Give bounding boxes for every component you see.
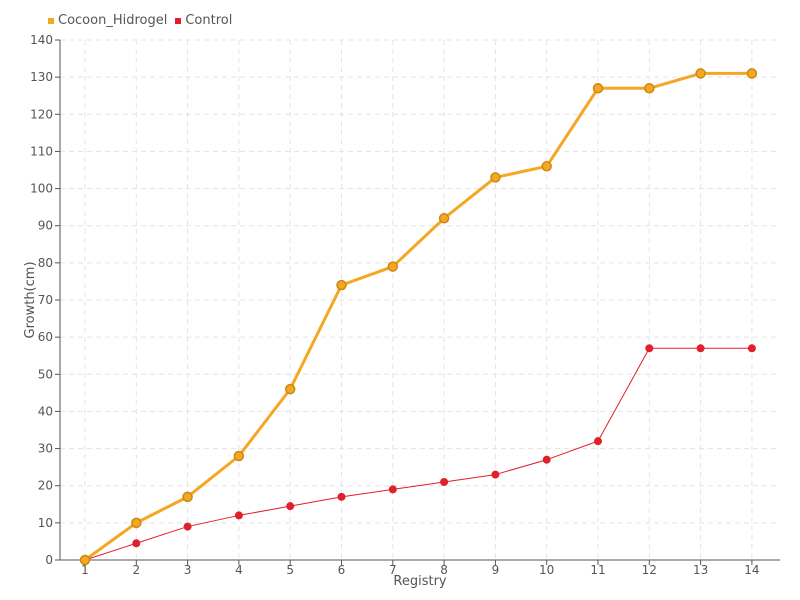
data-point-cocoon-hidrogel[interactable] (541, 161, 552, 172)
y-tick-label: 90 (38, 219, 53, 233)
data-point-cocoon-hidrogel[interactable] (284, 383, 296, 395)
x-tick-label: 7 (389, 563, 397, 577)
legend-label-control: Control (185, 13, 233, 28)
y-tick-label: 130 (30, 70, 53, 84)
data-point-cocoon-hidrogel[interactable] (644, 83, 655, 94)
legend-swatch-control (175, 17, 182, 24)
x-tick-label: 11 (590, 563, 605, 577)
x-axis-title: Registry (393, 574, 447, 589)
data-point-cocoon-hidrogel[interactable] (182, 491, 193, 503)
y-tick-label: 110 (30, 144, 53, 158)
data-point-cocoon-hidrogel[interactable] (490, 172, 501, 183)
x-tick-label: 4 (235, 563, 243, 577)
y-tick-label: 40 (38, 404, 53, 418)
x-tick-label: 5 (286, 563, 294, 577)
x-tick-label: 12 (642, 563, 657, 577)
y-tick-label: 30 (38, 442, 53, 456)
series-line-control (84, 347, 752, 561)
series-line-cocoon-hidrogel (84, 71, 752, 562)
legend: Cocoon_Hidrogel Control (48, 13, 232, 28)
y-tick-label: 20 (38, 479, 53, 493)
data-point-cocoon-hidrogel[interactable] (336, 279, 347, 291)
data-point-control[interactable] (747, 344, 756, 353)
y-tick-label: 0 (45, 553, 53, 567)
x-tick-label: 13 (693, 563, 708, 577)
data-point-control[interactable] (542, 455, 551, 464)
data-point-cocoon-hidrogel[interactable] (695, 68, 706, 79)
data-point-control[interactable] (491, 470, 500, 479)
data-point-control[interactable] (696, 344, 705, 353)
data-point-cocoon-hidrogel[interactable] (79, 554, 91, 566)
x-tick-label: 1 (81, 563, 89, 577)
legend-item-control[interactable]: Control (175, 13, 232, 28)
y-tick-label: 120 (30, 107, 53, 121)
data-point-cocoon-hidrogel[interactable] (746, 68, 758, 79)
data-point-control[interactable] (594, 437, 602, 446)
y-tick-label: 50 (38, 367, 53, 381)
y-axis-title: Growth(cm) (23, 261, 38, 338)
legend-item-cocoon-hidrogel[interactable]: Cocoon_Hidrogel (48, 13, 167, 28)
legend-swatch-cocoon-hidrogel (48, 17, 54, 24)
data-point-control[interactable] (337, 492, 346, 501)
y-tick-label: 140 (30, 33, 53, 47)
y-tick-label: 60 (38, 330, 53, 344)
data-point-control[interactable] (132, 539, 141, 548)
x-tick-label: 2 (132, 563, 140, 577)
x-tick-label: 10 (539, 563, 554, 577)
data-point-cocoon-hidrogel[interactable] (438, 213, 450, 224)
x-tick-label: 3 (184, 563, 192, 577)
data-point-control[interactable] (286, 502, 295, 511)
data-point-cocoon-hidrogel[interactable] (233, 450, 245, 462)
data-point-control[interactable] (183, 522, 192, 531)
data-point-control[interactable] (234, 511, 243, 520)
data-point-control[interactable] (388, 485, 397, 494)
y-tick-label: 100 (30, 182, 53, 196)
data-point-control[interactable] (645, 344, 654, 353)
x-tick-label: 9 (492, 563, 500, 577)
data-point-cocoon-hidrogel[interactable] (131, 517, 142, 529)
data-point-cocoon-hidrogel[interactable] (592, 83, 604, 94)
data-point-cocoon-hidrogel[interactable] (387, 261, 399, 272)
legend-label-cocoon-hidrogel: Cocoon_Hidrogel (58, 13, 168, 28)
y-tick-label: 70 (38, 293, 53, 307)
data-point-control[interactable] (440, 478, 449, 486)
y-tick-label: 80 (38, 256, 53, 270)
x-tick-label: 6 (338, 563, 346, 577)
y-tick-label: 10 (38, 516, 53, 530)
x-tick-label: 8 (440, 563, 448, 577)
x-tick-label: 14 (744, 563, 759, 577)
